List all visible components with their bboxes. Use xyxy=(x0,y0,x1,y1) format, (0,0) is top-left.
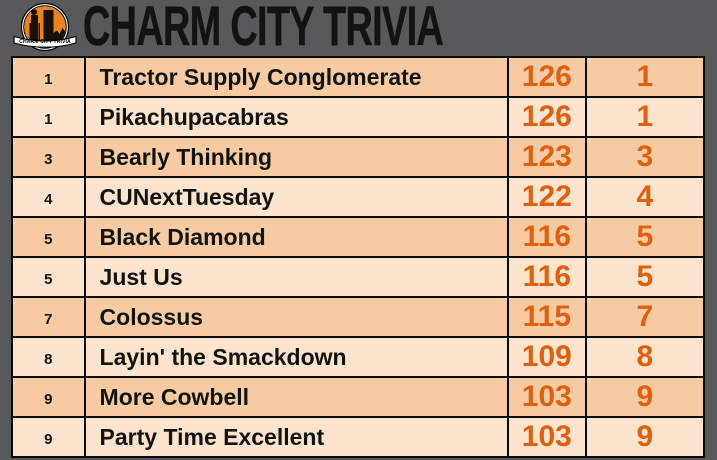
svg-text:CHARM CITY TRIVIA: CHARM CITY TRIVIA xyxy=(19,39,71,45)
